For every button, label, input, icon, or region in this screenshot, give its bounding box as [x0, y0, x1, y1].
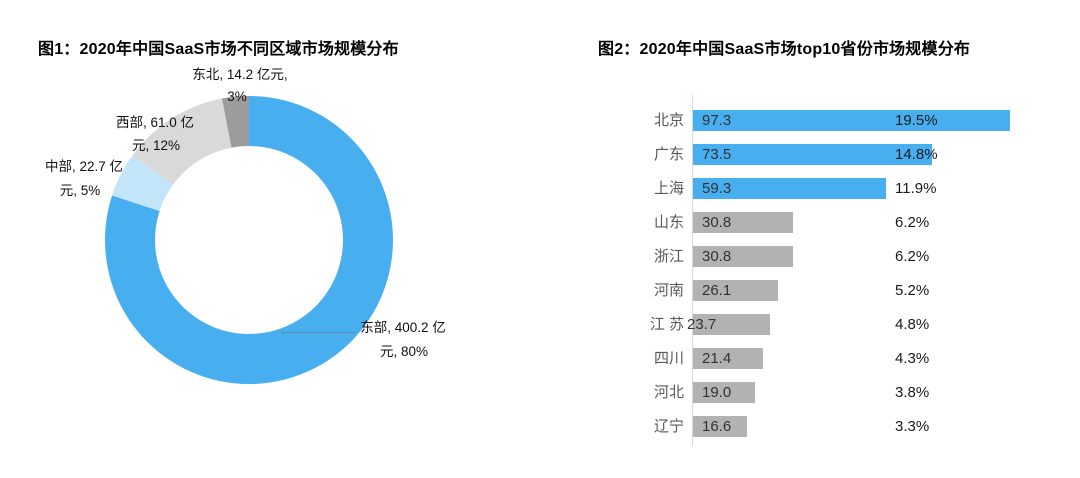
category-label: 河南: [653, 282, 684, 299]
figure1-title: 图1：2020年中国SaaS市场不同区域市场规模分布: [38, 41, 399, 58]
donut-segment-central: [112, 155, 173, 211]
category-label: 广东: [653, 146, 684, 163]
category-axis-line: [692, 95, 693, 446]
bar-row: 河南 26.1 5.2%: [560, 274, 1080, 308]
value-label: 73.5: [702, 146, 732, 163]
bar-row: 江 苏 23.7 4.8%: [560, 308, 1080, 342]
category-label: 浙江: [653, 248, 684, 265]
bar-row: 广东 73.5 14.8%: [560, 138, 1080, 172]
percent-label: 3.3%: [895, 418, 930, 435]
bar: [693, 110, 1010, 131]
donut-chart-panel: 东北, 14.2 亿元, 3% 西部, 61.0 亿 元, 12% 中部, 22…: [44, 67, 446, 384]
donut-label-east-line2: 元, 80%: [379, 344, 429, 359]
category-label: 上海: [653, 180, 684, 197]
donut-label-east-line1: 东部, 400.2 亿: [360, 320, 446, 335]
category-label: 山东: [653, 214, 684, 231]
value-label: 19.0: [702, 384, 732, 401]
category-label: 四川: [653, 350, 684, 367]
bar: [693, 416, 747, 437]
donut-label-northeast-line2: 3%: [227, 89, 247, 104]
bar: [693, 212, 793, 233]
bar-row: 四川 21.4 4.3%: [560, 342, 1080, 376]
donut-segment-northeast: [222, 96, 249, 148]
bar: [693, 314, 770, 335]
value-label: 21.4: [702, 350, 732, 367]
donut-label-central-line2: 元, 5%: [59, 183, 101, 198]
percent-label: 3.8%: [895, 384, 930, 401]
bar-row: 山东 30.8 6.2%: [560, 206, 1080, 240]
east-label-leader-line: [281, 332, 356, 333]
bar: [693, 246, 793, 267]
donut-label-central-line1: 中部, 22.7 亿: [44, 159, 124, 174]
bar-row: 上海 59.3 11.9%: [560, 172, 1080, 206]
donut-label-northeast-line1: 东北, 14.2 亿元,: [192, 67, 288, 82]
percent-label: 5.2%: [895, 282, 930, 299]
donut-label-west-line2: 元, 12%: [131, 138, 181, 153]
percent-label: 19.5%: [895, 112, 938, 129]
bar: [693, 348, 763, 369]
category-label: 河北: [653, 384, 684, 401]
bar: [693, 280, 778, 301]
bar-row: 辽宁 16.6 3.3%: [560, 410, 1080, 444]
value-label: 59.3: [702, 180, 732, 197]
value-label: 16.6: [702, 418, 732, 435]
donut-segment-east: [105, 96, 394, 384]
value-label: 97.3: [702, 112, 732, 129]
percent-label: 4.8%: [895, 316, 930, 333]
bar: [693, 178, 886, 199]
category-label: 北京: [653, 112, 684, 129]
bar-row: 河北 19.0 3.8%: [560, 376, 1080, 410]
bar-row: 北京 97.3 19.5%: [560, 104, 1080, 138]
percent-label: 6.2%: [895, 248, 930, 265]
percent-label: 4.3%: [895, 350, 930, 367]
bar: [693, 144, 932, 165]
percent-label: 6.2%: [895, 214, 930, 231]
donut-segment-west: [132, 98, 232, 185]
percent-label: 14.8%: [895, 146, 938, 163]
percent-label: 11.9%: [895, 180, 937, 197]
bar-row: 浙江 30.8 6.2%: [560, 240, 1080, 274]
value-label: 23.7: [687, 316, 717, 333]
value-label: 30.8: [702, 248, 732, 265]
value-label: 30.8: [702, 214, 732, 231]
donut-chart: [105, 96, 394, 384]
value-label: 26.1: [702, 282, 732, 299]
category-label: 江 苏: [649, 316, 684, 333]
category-label: 辽宁: [653, 418, 684, 435]
bar-chart-panel: 北京 97.3 19.5% 广东 73.5 14.8% 上海 59.3 11.9…: [560, 0, 1080, 478]
donut-label-west-line1: 西部, 61.0 亿: [115, 115, 195, 130]
bar: [693, 382, 755, 403]
figure2-title: 图2：2020年中国SaaS市场top10省份市场规模分布: [598, 41, 971, 58]
